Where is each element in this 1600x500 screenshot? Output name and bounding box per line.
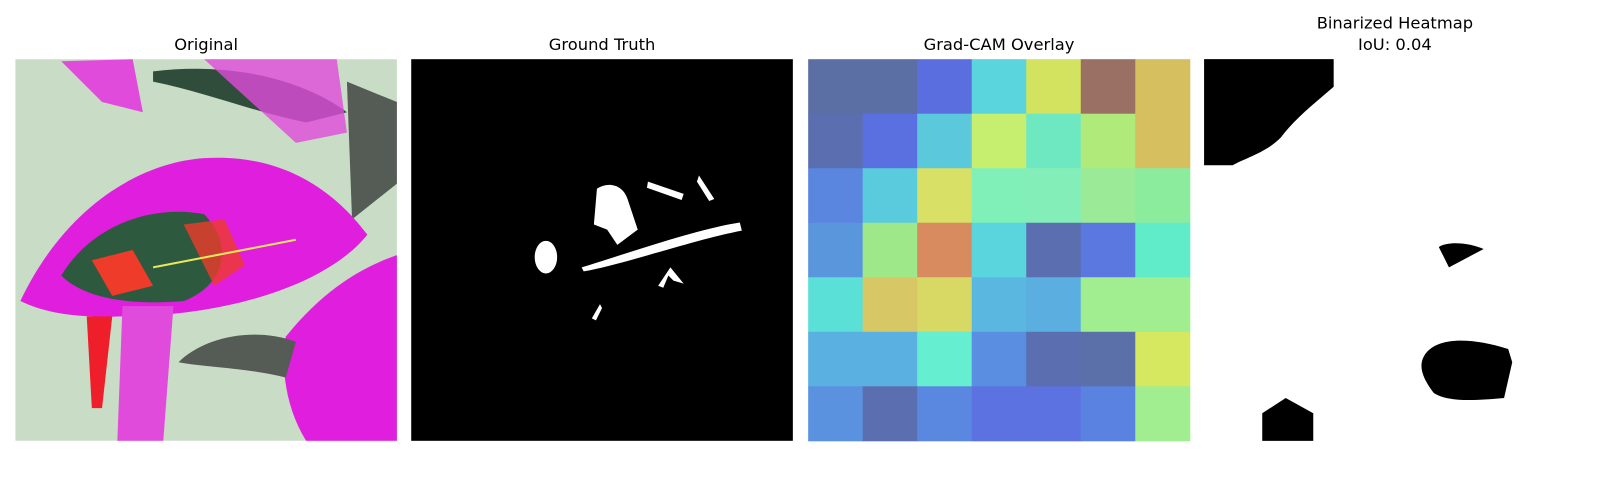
grad-cam-overlay — [808, 59, 1191, 442]
heatmap-cell — [808, 277, 864, 333]
heatmap-cell — [1135, 59, 1191, 115]
heatmap-cell — [971, 331, 1027, 387]
heatmap-cell — [1080, 331, 1136, 387]
heatmap-cell — [862, 386, 918, 442]
heatmap-cell — [1135, 331, 1191, 387]
binarized-heatmap — [1204, 59, 1586, 441]
heatmap-cell — [1080, 59, 1136, 115]
heatmap-cell — [808, 222, 864, 278]
heatmap-cell — [862, 222, 918, 278]
heatmap-cell — [808, 168, 864, 224]
heatmap-cell — [917, 222, 973, 278]
heatmap-cell — [1135, 113, 1191, 169]
panel-title: Original — [174, 35, 238, 54]
heatmap-cell — [1135, 222, 1191, 278]
heatmap-cell — [971, 277, 1027, 333]
heatmap-cell — [808, 331, 864, 387]
panel-title: Grad-CAM Overlay — [924, 35, 1075, 54]
heatmap-cell — [1026, 331, 1082, 387]
heatmap-cell — [1026, 222, 1082, 278]
heatmap-cell — [808, 113, 864, 169]
heatmap-cell — [808, 386, 864, 442]
heatmap-cell — [971, 222, 1027, 278]
original-image — [15, 59, 397, 441]
heatmap-cell — [1026, 168, 1082, 224]
panel-title: Binarized Heatmap — [1317, 14, 1473, 33]
heatmap-cell — [971, 168, 1027, 224]
heatmap-cell — [1080, 222, 1136, 278]
heatmap-cell — [917, 113, 973, 169]
heatmap-cell — [808, 59, 864, 115]
heatmap-cell — [1135, 386, 1191, 442]
heatmap-cell — [1135, 168, 1191, 224]
heatmap-cell — [1080, 277, 1136, 333]
heatmap-cell — [1080, 386, 1136, 442]
heatmap-cell — [862, 168, 918, 224]
heatmap-cell — [917, 331, 973, 387]
heatmap-cell — [862, 331, 918, 387]
heatmap-cell — [917, 168, 973, 224]
heatmap-cell — [1080, 113, 1136, 169]
heatmap-cell — [971, 59, 1027, 115]
panel-title: IoU: 0.04 — [1358, 35, 1432, 54]
heatmap-cell — [1026, 113, 1082, 169]
heatmap-cell — [1135, 277, 1191, 333]
heatmap-cell — [917, 386, 973, 442]
heatmap-cell — [971, 386, 1027, 442]
heatmap-cell — [917, 59, 973, 115]
heatmap-cell — [862, 277, 918, 333]
heatmap-cell — [862, 113, 918, 169]
heatmap-cell — [1026, 386, 1082, 442]
heatmap-cell — [1026, 277, 1082, 333]
heatmap-cell — [971, 113, 1027, 169]
heatmap-cell — [1026, 59, 1082, 115]
ground-truth-mask — [411, 59, 793, 441]
heatmap-cell — [1080, 168, 1136, 224]
heatmap-cell — [862, 59, 918, 115]
heatmap-cell — [917, 277, 973, 333]
panel-title: Ground Truth — [549, 35, 656, 54]
